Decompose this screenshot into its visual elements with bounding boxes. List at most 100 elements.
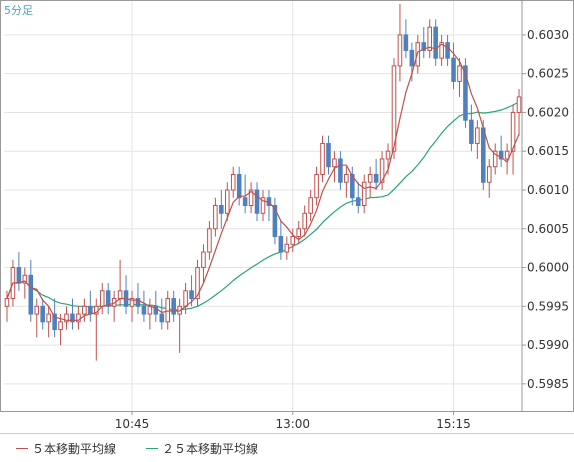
candle-24 (147, 298, 153, 330)
ma5-layer (6, 43, 520, 321)
y-tick-label-8: 0.5990 (527, 338, 569, 352)
candle-8 (52, 298, 57, 338)
candle-body-64 (385, 150, 391, 160)
candle-body-49 (296, 228, 302, 238)
candle-body-34 (207, 228, 212, 253)
candle-body-78 (469, 119, 474, 144)
candle-body-75 (451, 57, 456, 82)
candle-77 (463, 58, 468, 128)
x-axis-labels: 10:45 13:00 15:15 (115, 411, 471, 431)
candle-51 (308, 189, 313, 222)
plot-frame (0, 0, 574, 412)
candle-body-2 (16, 267, 22, 284)
candle-body-47 (284, 243, 290, 253)
candle-body-45 (272, 205, 278, 238)
x-tick-label-0: 10:45 (115, 417, 150, 431)
candle-47 (284, 236, 290, 260)
candle-83 (498, 135, 504, 167)
legend-ma25-label: ２５本移動平均線 (162, 442, 259, 456)
candle-body-9 (58, 321, 63, 331)
candle-34 (207, 221, 212, 260)
candle-body-59 (355, 197, 361, 207)
candle-body-16 (99, 290, 105, 307)
candle-body-54 (326, 142, 331, 168)
candle-body-52 (314, 173, 319, 199)
candle-11 (70, 298, 75, 330)
candle-body-83 (498, 150, 504, 160)
candle-body-19 (117, 290, 123, 300)
candle-body-63 (379, 158, 385, 183)
candle-body-68 (409, 49, 415, 67)
candle-21 (129, 290, 135, 322)
candle-body-56 (338, 158, 343, 183)
candle-76 (457, 58, 462, 97)
candle-69 (415, 34, 421, 74)
legend: ５本移動平均線 ２５本移動平均線 (16, 440, 258, 457)
candle-body-74 (445, 42, 450, 59)
y-tick-label-0: 0.6030 (527, 28, 569, 42)
candle-body-3 (22, 274, 28, 284)
candle-body-26 (159, 313, 165, 323)
candle-45 (272, 197, 278, 245)
candle-5 (34, 298, 40, 338)
x-tick-label-1: 13:00 (275, 417, 310, 431)
candle-body-66 (397, 34, 403, 67)
candle-body-35 (213, 205, 218, 230)
candle-body-57 (344, 173, 349, 183)
candle-body-86 (516, 96, 522, 113)
y-tick-label-9: 0.5985 (527, 377, 569, 391)
candle-body-80 (481, 127, 486, 183)
candle-53 (320, 135, 325, 183)
candle-72 (433, 19, 438, 66)
candle-52 (314, 166, 319, 206)
candle-73 (439, 34, 444, 66)
candle-body-33 (201, 251, 206, 269)
candle-body-60 (361, 181, 367, 207)
candle-32 (195, 259, 200, 307)
y-tick-label-4: 0.6010 (527, 183, 569, 197)
candle-body-11 (70, 313, 75, 323)
candle-body-22 (135, 298, 141, 307)
candle-42 (254, 182, 260, 222)
candle-44 (266, 189, 272, 222)
candle-37 (224, 182, 230, 222)
legend-ma25-swatch (146, 448, 159, 449)
candle-86 (516, 89, 522, 136)
candle-78 (469, 104, 474, 152)
candle-body-21 (129, 298, 135, 307)
ma5-line (6, 43, 520, 321)
candle-48 (290, 228, 296, 253)
candle-body-53 (320, 142, 325, 175)
candle-body-10 (64, 313, 69, 323)
candle-body-71 (427, 26, 432, 51)
y-tick-label-3: 0.6015 (527, 144, 569, 158)
y-axis-labels: 0.6030 0.6025 0.6020 0.6015 0.6010 0.6005 0.60… (522, 28, 569, 391)
candle-36 (219, 189, 224, 229)
y-tick-label-6: 0.6000 (527, 261, 569, 275)
candle-57 (344, 166, 349, 198)
y-tick-label-2: 0.6020 (527, 105, 569, 119)
candle-body-51 (308, 197, 313, 214)
candle-7 (46, 306, 51, 338)
candle-75 (451, 42, 456, 90)
candle-body-69 (415, 42, 421, 67)
candle-body-79 (475, 127, 480, 144)
candle-body-50 (302, 212, 307, 230)
legend-ma5-swatch (16, 448, 28, 449)
candle-body-4 (28, 274, 34, 315)
candle-49 (296, 221, 302, 245)
candle-61 (367, 166, 373, 198)
candle-body-37 (224, 189, 230, 214)
candle-60 (361, 174, 367, 214)
candle-81 (486, 158, 492, 198)
candle-71 (427, 19, 432, 59)
candle-39 (236, 166, 242, 206)
candle-body-28 (171, 298, 176, 315)
candle-10 (64, 306, 69, 330)
candle-41 (248, 182, 254, 214)
candle-66 (397, 3, 403, 82)
candle-body-6 (40, 305, 45, 323)
candle-body-17 (105, 290, 111, 307)
candle-79 (475, 120, 480, 159)
candle-body-32 (195, 267, 200, 300)
